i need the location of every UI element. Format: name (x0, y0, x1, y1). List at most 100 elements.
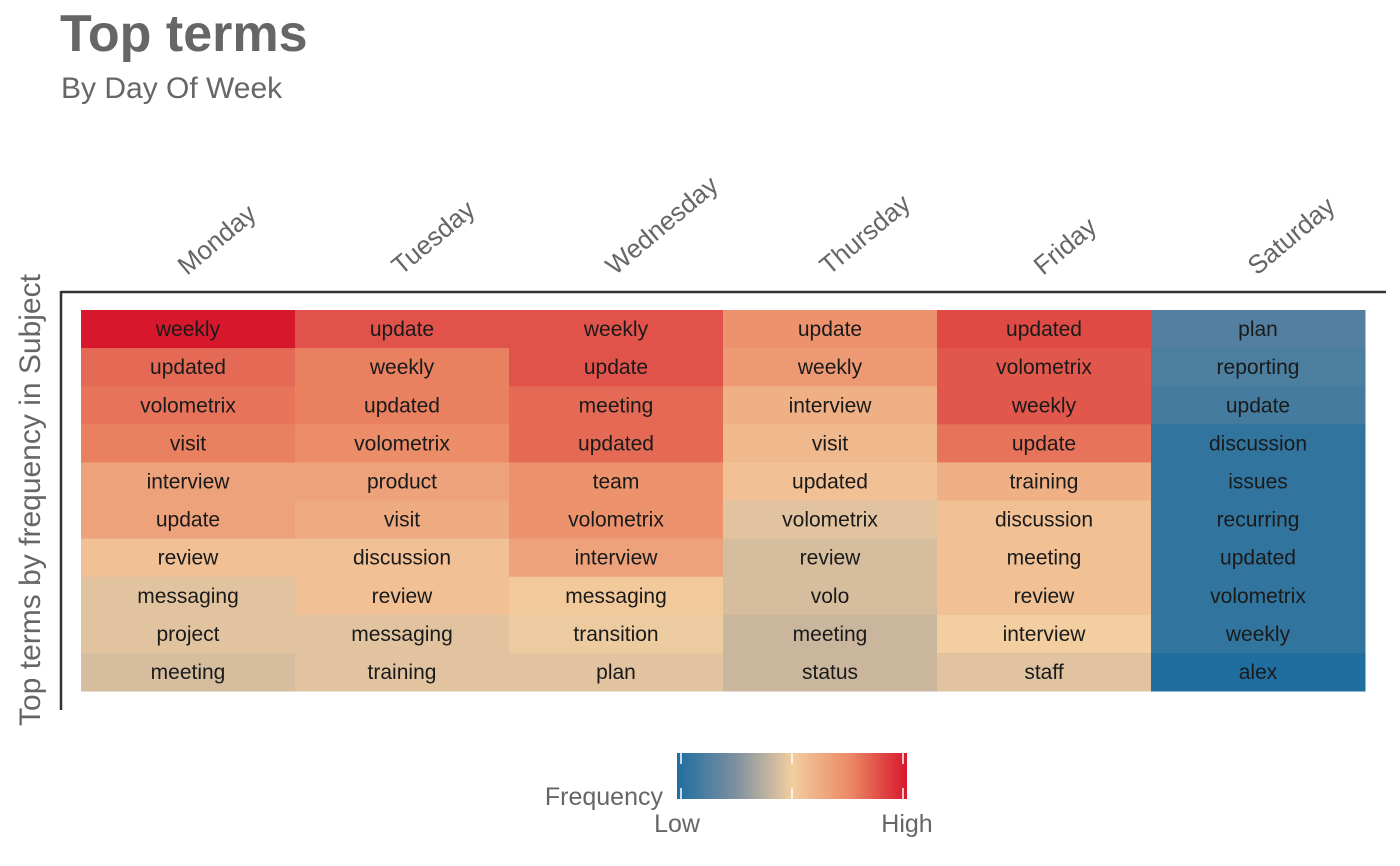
heatmap-cell (1151, 652, 1366, 692)
legend-title: Frequency (545, 783, 664, 811)
cell-term-label: weekly (369, 356, 435, 379)
cell-term-label: messaging (351, 623, 453, 646)
legend: Frequency Low High (545, 753, 933, 838)
heatmap-cell (81, 500, 296, 540)
heatmap-cell (937, 538, 1152, 578)
heatmap-cell (723, 386, 938, 425)
cell-term-label: plan (596, 661, 636, 684)
heatmap-cell (1151, 310, 1366, 349)
day-label-wednesday: Wednesday (600, 170, 724, 281)
cell-term-label: status (802, 661, 858, 684)
cell-term-label: meeting (151, 661, 226, 684)
cell-term-label: update (798, 318, 862, 341)
cell-term-label: transition (573, 623, 658, 646)
chart-title: Top terms (60, 5, 308, 63)
heatmap-cell (1151, 424, 1366, 463)
cell-term-label: staff (1024, 661, 1063, 684)
legend-high-label: High (881, 810, 932, 838)
cell-term-label: update (1012, 432, 1076, 455)
heatmap-cell (81, 652, 296, 692)
heatmap-cell (1151, 500, 1366, 540)
heatmap-cell (509, 462, 724, 501)
cell-term-label: update (584, 356, 648, 379)
cell-term-label: team (593, 470, 640, 493)
heatmap-cell (937, 386, 1152, 425)
heatmap-cells: weekly updated volometrix visit interview upd… (81, 310, 1366, 692)
heatmap-cell (1151, 462, 1366, 501)
heatmap-cell (295, 576, 510, 616)
heatmap-cell (81, 386, 296, 425)
cell-term-label: interview (789, 394, 873, 417)
day-label-monday: Monday (172, 198, 262, 280)
cell-term-label: recurring (1217, 509, 1300, 532)
heatmap-cell (81, 348, 296, 387)
heatmap-cell (1151, 348, 1366, 387)
cell-term-label: product (367, 470, 437, 493)
legend-low-label: Low (654, 810, 701, 838)
day-label-thursday: Thursday (814, 188, 916, 281)
heatmap-cell (937, 576, 1152, 616)
cell-term-label: updated (578, 432, 654, 455)
cell-term-label: meeting (1007, 547, 1082, 570)
cell-term-label: visit (384, 509, 420, 532)
heatmap-cell (81, 576, 296, 616)
cell-term-label: volo (811, 585, 850, 608)
heatmap-cell (723, 348, 938, 387)
heatmap-cell (295, 310, 510, 349)
heatmap-cell (937, 424, 1152, 463)
heatmap-cell (295, 614, 510, 654)
heatmap-cell (509, 310, 724, 349)
cell-term-label: volometrix (354, 432, 450, 455)
heatmap-cell (1151, 576, 1366, 616)
heatmap-cell (723, 614, 938, 654)
heatmap-cell (509, 576, 724, 616)
cell-term-label: interview (575, 547, 659, 570)
cell-term-label: volometrix (782, 509, 878, 532)
heatmap-cell (937, 348, 1152, 387)
heatmap-cell (1151, 614, 1366, 654)
cell-term-label: reporting (1217, 356, 1300, 379)
cell-term-label: messaging (565, 585, 667, 608)
cell-term-label: discussion (353, 547, 451, 570)
chart-subtitle: By Day Of Week (61, 72, 283, 105)
cell-term-label: project (156, 623, 219, 646)
heatmap-cell (295, 538, 510, 578)
cell-term-label: volometrix (568, 509, 664, 532)
heatmap-cell (723, 576, 938, 616)
cell-term-label: discussion (995, 509, 1093, 532)
cell-term-label: weekly (797, 356, 863, 379)
cell-term-label: weekly (583, 318, 649, 341)
cell-term-label: update (370, 318, 434, 341)
heatmap-cell (509, 348, 724, 387)
cell-term-label: discussion (1209, 432, 1307, 455)
cell-term-label: updated (364, 394, 440, 417)
cell-term-label: updated (1006, 318, 1082, 341)
cell-term-label: visit (170, 432, 206, 455)
heatmap-cell (295, 462, 510, 501)
heatmap-cell (81, 538, 296, 578)
heatmap-cell (295, 386, 510, 425)
heatmap-cell (81, 462, 296, 501)
cell-term-label: updated (150, 356, 226, 379)
cell-term-label: alex (1239, 661, 1278, 684)
heatmap-cell (937, 652, 1152, 692)
cell-term-label: training (1010, 470, 1079, 493)
heatmap-cell (509, 500, 724, 540)
heatmap-cell (81, 424, 296, 463)
cell-term-label: messaging (137, 585, 239, 608)
heatmap-cell (509, 386, 724, 425)
cell-term-label: meeting (793, 623, 868, 646)
cell-term-label: volometrix (996, 356, 1092, 379)
heatmap-cell (81, 310, 296, 349)
heatmap-cell (295, 348, 510, 387)
cell-term-label: update (1226, 394, 1290, 417)
cell-term-label: review (158, 547, 220, 570)
heatmap-cell (509, 538, 724, 578)
heatmap-cell (509, 652, 724, 692)
cell-term-label: review (800, 547, 862, 570)
heatmap-cell (723, 500, 938, 540)
day-label-saturday: Saturday (1242, 191, 1341, 281)
heatmap-cell (723, 652, 938, 692)
heatmap-cell (723, 424, 938, 463)
